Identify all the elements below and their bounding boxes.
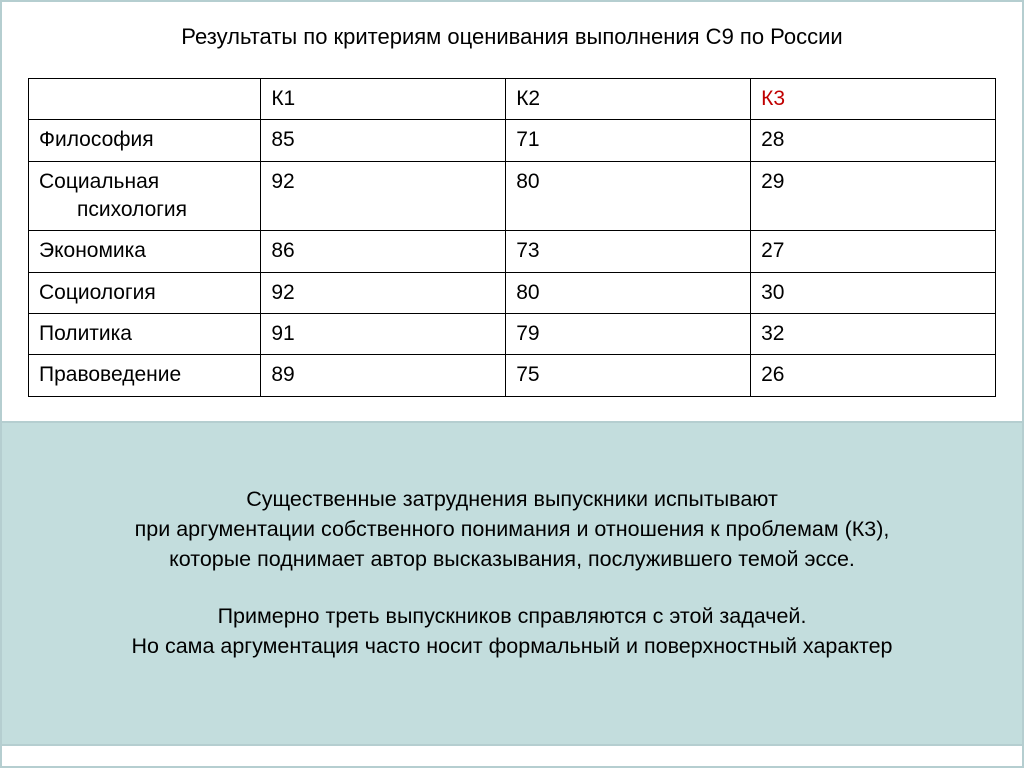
cell-k1: 89: [261, 355, 506, 396]
cell-k3: 27: [751, 231, 996, 272]
cell-k3: 30: [751, 272, 996, 313]
col-blank: [29, 79, 261, 120]
row-label-line1: Социальная: [39, 170, 159, 193]
page-title: Результаты по критериям оценивания выпол…: [2, 24, 1022, 50]
cell-k2: 80: [506, 161, 751, 231]
results-table-wrap: К1 К2 К3 Философия 85 71 28 Социальная п…: [2, 78, 1022, 421]
cell-k1: 85: [261, 120, 506, 161]
commentary-line: Примерно треть выпускников справляются с…: [10, 602, 1014, 632]
table-row: Экономика 86 73 27: [29, 231, 996, 272]
cell-k1: 92: [261, 272, 506, 313]
cell-k1: 86: [261, 231, 506, 272]
table-row: Философия 85 71 28: [29, 120, 996, 161]
cell-k2: 71: [506, 120, 751, 161]
cell-k2: 73: [506, 231, 751, 272]
row-label: Политика: [29, 314, 261, 355]
cell-k3: 28: [751, 120, 996, 161]
commentary-panel: Существенные затруднения выпускники испы…: [0, 421, 1024, 746]
table-row: Социология 92 80 30: [29, 272, 996, 313]
col-k3: К3: [751, 79, 996, 120]
col-k2: К2: [506, 79, 751, 120]
cell-k1: 92: [261, 161, 506, 231]
row-label: Социология: [29, 272, 261, 313]
cell-k2: 79: [506, 314, 751, 355]
paragraph-gap: [10, 574, 1014, 602]
top-panel: Результаты по критериям оценивания выпол…: [0, 0, 1024, 421]
cell-k2: 75: [506, 355, 751, 396]
row-label: Социальная психология: [29, 161, 261, 231]
results-table: К1 К2 К3 Философия 85 71 28 Социальная п…: [28, 78, 996, 397]
row-label: Философия: [29, 120, 261, 161]
table-header-row: К1 К2 К3: [29, 79, 996, 120]
table-row: Правоведение 89 75 26: [29, 355, 996, 396]
row-label-line2: психология: [39, 198, 187, 221]
table-row: Политика 91 79 32: [29, 314, 996, 355]
row-label: Экономика: [29, 231, 261, 272]
cell-k3: 26: [751, 355, 996, 396]
footer-bar: [0, 746, 1024, 768]
cell-k3: 32: [751, 314, 996, 355]
commentary-line: которые поднимает автор высказывания, по…: [10, 545, 1014, 575]
cell-k3: 29: [751, 161, 996, 231]
table-row: Социальная психология 92 80 29: [29, 161, 996, 231]
cell-k1: 91: [261, 314, 506, 355]
commentary-line: Существенные затруднения выпускники испы…: [10, 485, 1014, 515]
commentary-line: Но сама аргументация часто носит формаль…: [10, 632, 1014, 662]
row-label: Правоведение: [29, 355, 261, 396]
col-k1: К1: [261, 79, 506, 120]
cell-k2: 80: [506, 272, 751, 313]
commentary-line: при аргументации собственного понимания …: [10, 515, 1014, 545]
